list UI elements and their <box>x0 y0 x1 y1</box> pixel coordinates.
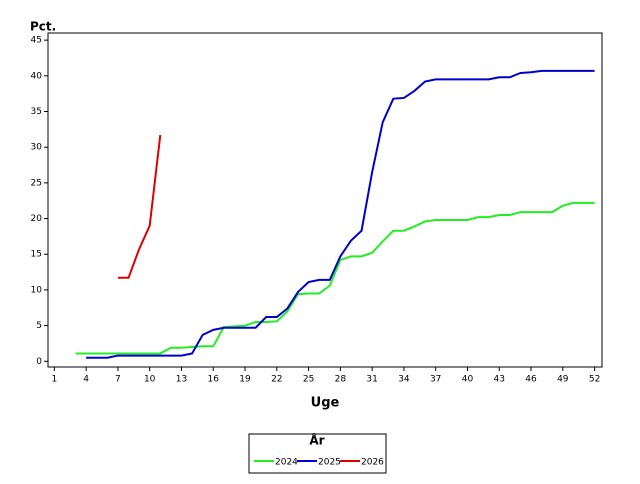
x-tick-label: 43 <box>494 375 505 385</box>
x-tick-label: 25 <box>303 375 314 385</box>
legend-label: 2024 <box>275 458 298 468</box>
y-tick-label: 5 <box>36 321 42 331</box>
x-tick-label: 16 <box>208 375 220 385</box>
legend-title: År <box>309 433 324 448</box>
x-tick-label: 19 <box>239 375 251 385</box>
x-tick-label: 37 <box>430 375 441 385</box>
y-tick-label: 0 <box>36 357 42 367</box>
x-tick-label: 28 <box>335 375 347 385</box>
y-tick-label: 40 <box>31 71 43 81</box>
y-tick-label: 45 <box>31 36 42 46</box>
x-tick-label: 34 <box>398 375 410 385</box>
x-tick-label: 46 <box>525 375 537 385</box>
legend-box <box>248 433 387 474</box>
x-tick-label: 10 <box>144 375 156 385</box>
x-tick-label: 52 <box>589 375 600 385</box>
series-line <box>86 69 595 359</box>
y-tick-label: 10 <box>31 285 43 295</box>
x-tick-label: 4 <box>83 375 89 385</box>
x-tick-label: 13 <box>176 375 187 385</box>
legend-label: 2026 <box>361 458 384 468</box>
x-tick-label: 1 <box>51 375 57 385</box>
x-tick-label: 49 <box>557 375 569 385</box>
series-line <box>75 201 595 355</box>
y-tick-label: 25 <box>31 178 42 188</box>
legend-label: 2025 <box>318 458 341 468</box>
y-tick-label: 15 <box>31 250 42 260</box>
y-tick-label: 30 <box>31 143 43 153</box>
x-tick-label: 40 <box>462 375 474 385</box>
y-tick-label: 35 <box>31 107 42 117</box>
y-axis-label: Pct. <box>30 20 56 34</box>
x-tick-label: 22 <box>271 375 282 385</box>
plot-frame <box>47 32 603 368</box>
series-line <box>117 134 162 279</box>
x-axis-label: Uge <box>311 396 340 411</box>
x-tick-label: 31 <box>366 375 377 385</box>
y-tick-label: 20 <box>31 214 43 224</box>
x-tick-label: 7 <box>115 375 121 385</box>
